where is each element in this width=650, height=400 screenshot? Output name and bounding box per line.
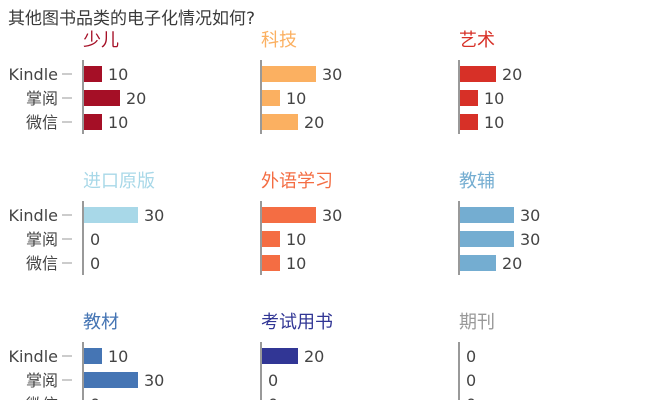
category-label: 考试用书: [261, 312, 333, 333]
bar: [84, 207, 138, 223]
category-label: 进口原版: [83, 171, 155, 192]
bar: [262, 90, 280, 106]
bar: [262, 348, 298, 364]
value-label: 0: [268, 371, 278, 390]
value-label: 20: [502, 65, 522, 84]
bar: [84, 372, 138, 388]
value-label: 30: [520, 230, 540, 249]
row-label: 掌阅: [26, 371, 58, 390]
value-label: 10: [108, 65, 128, 84]
value-label: 10: [286, 254, 306, 273]
category-label: 少儿: [83, 30, 119, 51]
bar: [262, 114, 298, 130]
category-label: 教材: [83, 312, 119, 333]
row-label: 微信: [26, 113, 58, 132]
bar: [460, 66, 496, 82]
value-label: 10: [286, 230, 306, 249]
value-label: 30: [520, 206, 540, 225]
bar: [84, 66, 102, 82]
value-label: 10: [286, 89, 306, 108]
chart-title: 其他图书品类的电子化情况如何?: [8, 9, 256, 29]
bar: [262, 255, 280, 271]
category-label: 教辅: [459, 171, 495, 192]
value-label: 0: [466, 347, 476, 366]
row-label: 掌阅: [26, 89, 58, 108]
row-label: 微信: [26, 254, 58, 273]
row-label: Kindle: [8, 347, 58, 366]
value-label: 0: [268, 395, 278, 400]
bar: [84, 348, 102, 364]
value-label: 20: [304, 113, 324, 132]
category-label: 艺术: [459, 30, 495, 51]
bar: [262, 66, 316, 82]
value-label: 0: [90, 230, 100, 249]
value-label: 10: [484, 113, 504, 132]
bar: [262, 207, 316, 223]
value-label: 30: [144, 371, 164, 390]
row-label: 掌阅: [26, 230, 58, 249]
value-label: 0: [90, 395, 100, 400]
bar: [460, 90, 478, 106]
row-label: 微信: [26, 395, 58, 400]
bar: [460, 255, 496, 271]
bar: [262, 231, 280, 247]
value-label: 20: [126, 89, 146, 108]
bar: [460, 207, 514, 223]
value-label: 10: [484, 89, 504, 108]
value-label: 20: [304, 347, 324, 366]
bar: [460, 114, 478, 130]
category-label: 期刊: [459, 312, 495, 333]
value-label: 30: [322, 206, 342, 225]
category-label: 外语学习: [261, 171, 333, 192]
value-label: 0: [90, 254, 100, 273]
value-label: 10: [108, 347, 128, 366]
value-label: 10: [108, 113, 128, 132]
bar: [84, 90, 120, 106]
bar: [460, 231, 514, 247]
value-label: 30: [144, 206, 164, 225]
category-label: 科技: [261, 30, 297, 51]
row-label: Kindle: [8, 65, 58, 84]
value-label: 20: [502, 254, 522, 273]
value-label: 30: [322, 65, 342, 84]
row-label: Kindle: [8, 206, 58, 225]
value-label: 0: [466, 395, 476, 400]
bar: [84, 114, 102, 130]
value-label: 0: [466, 371, 476, 390]
